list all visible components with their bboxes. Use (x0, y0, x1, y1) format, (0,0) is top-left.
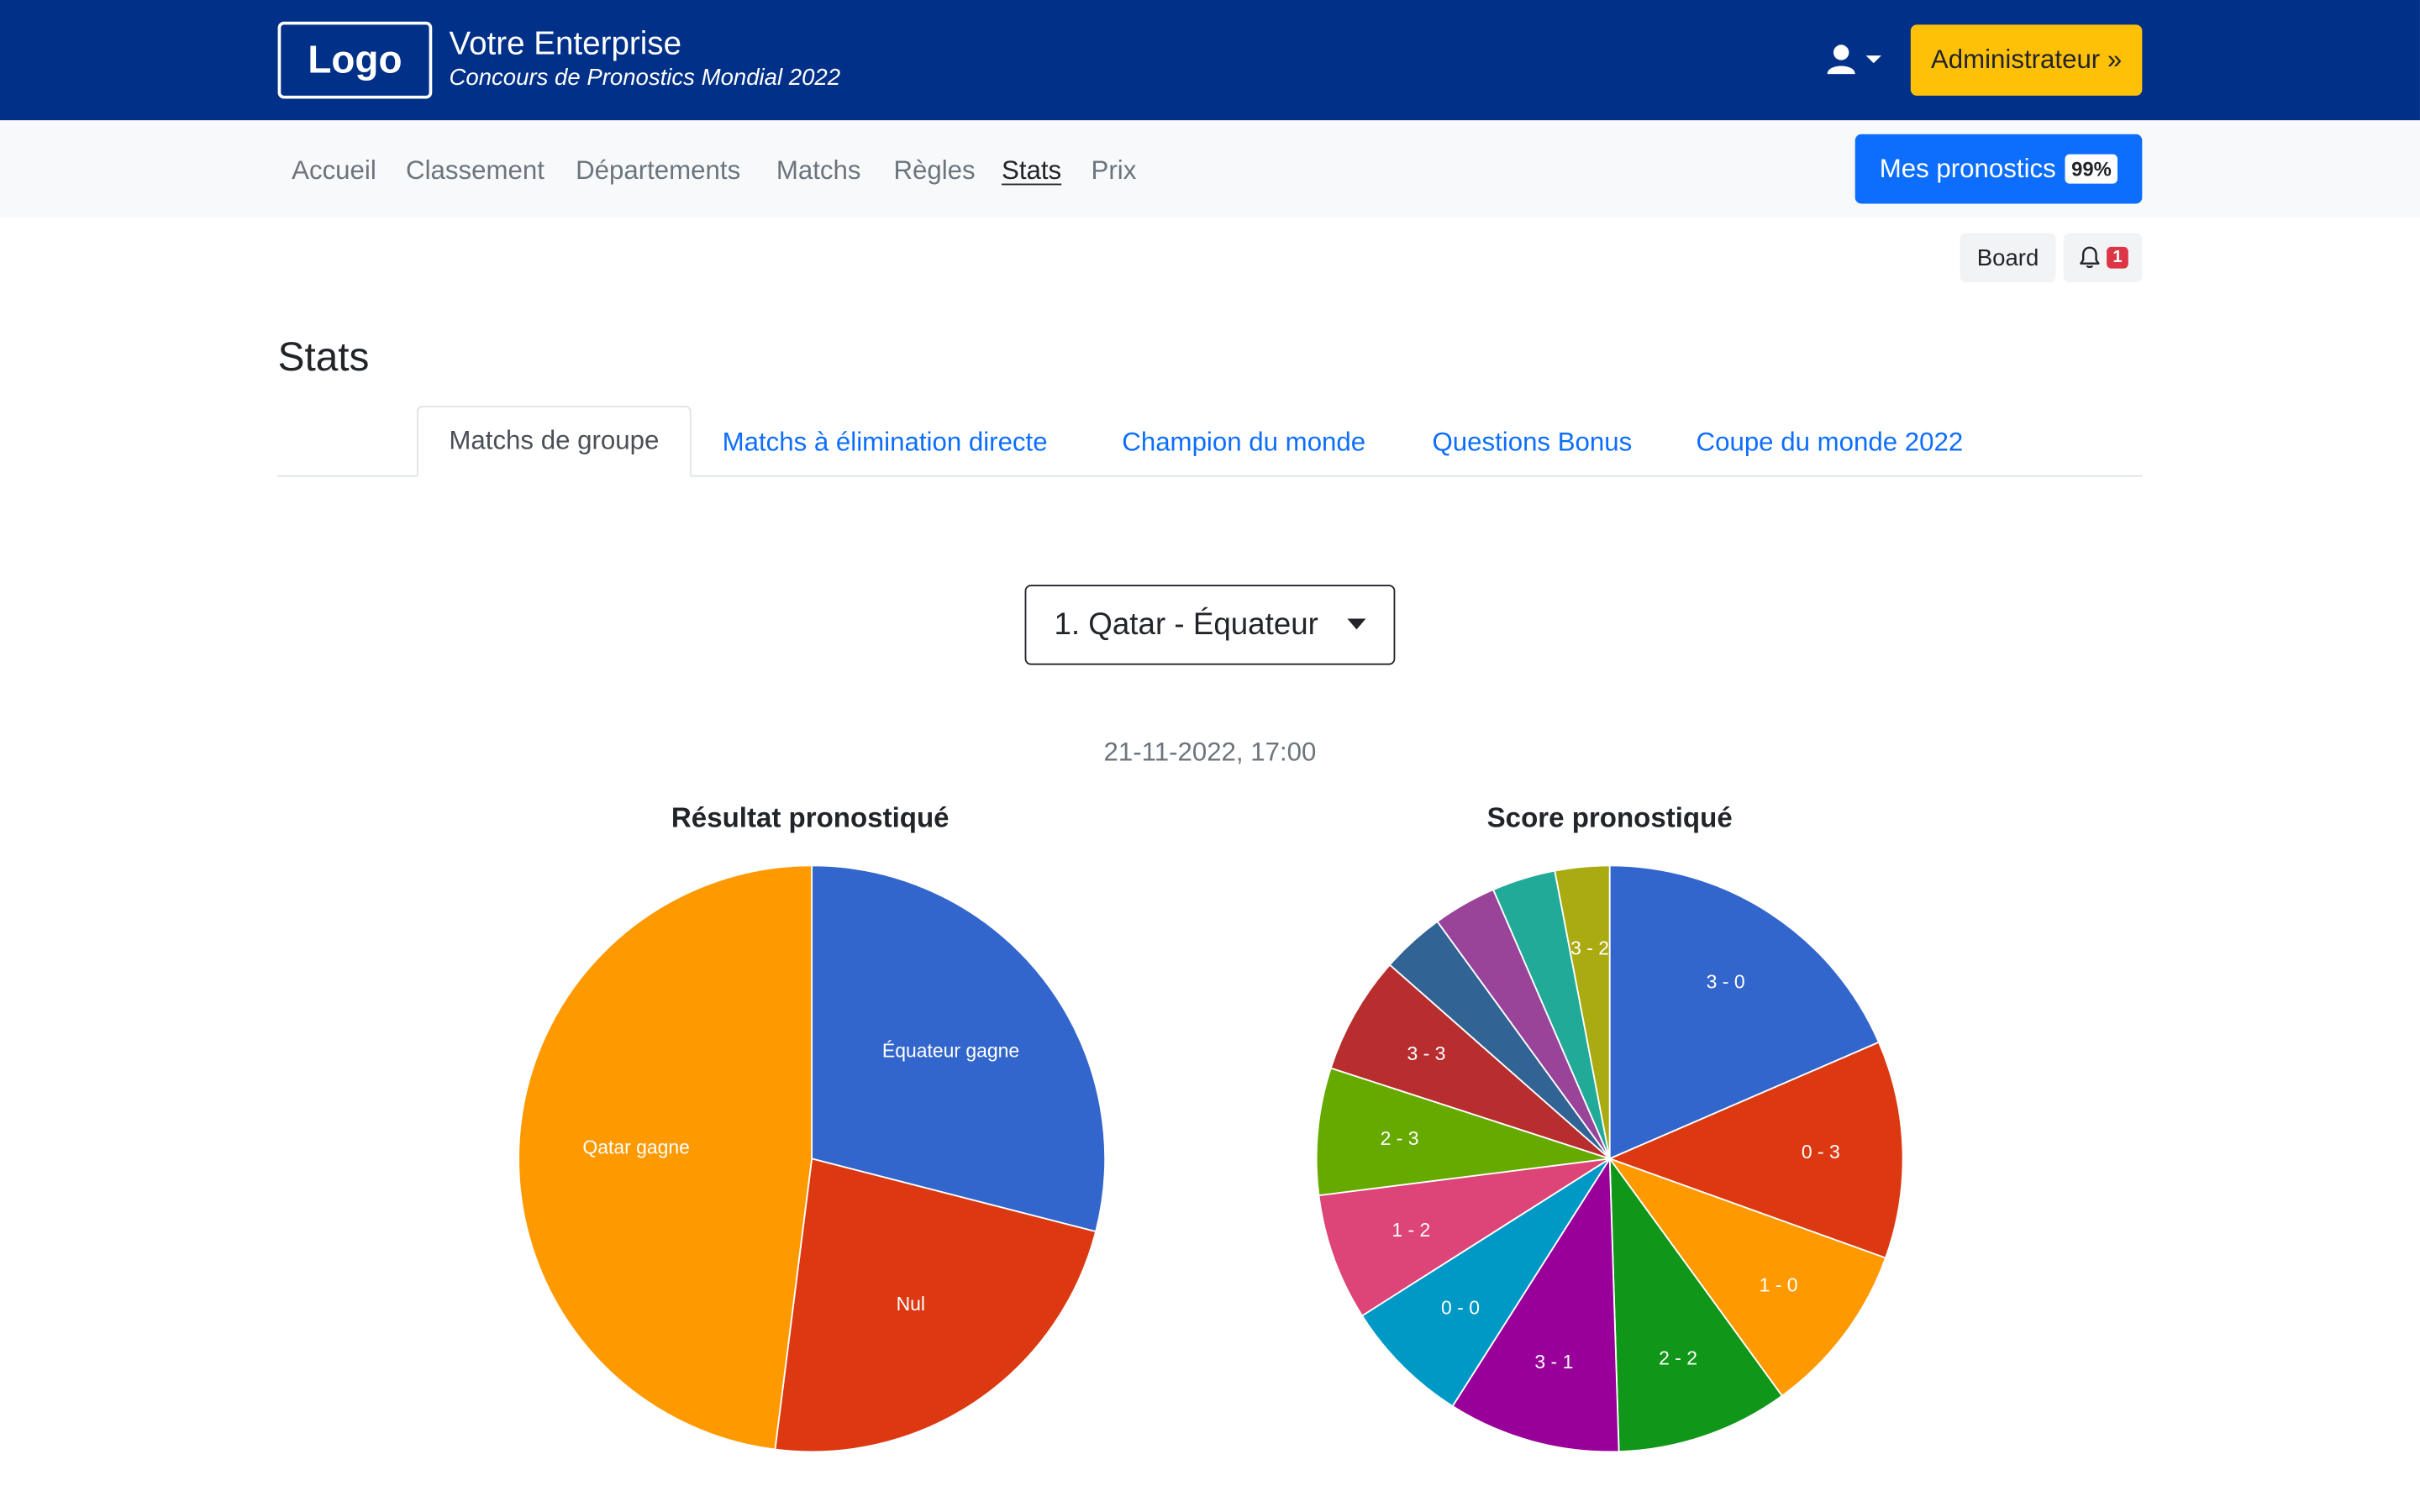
score-chart-title: Score pronostiqué (1486, 802, 1733, 833)
result-slice-label-0: Équateur gagne (882, 1039, 1019, 1061)
nav-regles[interactable]: Règles (893, 155, 976, 186)
bell-icon (2080, 246, 2100, 268)
tab-champion-du-monde[interactable]: Champion du monde (1122, 427, 1366, 457)
score-slice-12[interactable] (1554, 864, 1611, 1159)
result-slice-label-1: Nul (897, 1293, 925, 1315)
brand: Votre Enterprise Concours de Pronostics … (449, 26, 840, 94)
result-slice-0[interactable] (811, 864, 1106, 1233)
result-chart-title: Résultat pronostiqué (671, 802, 950, 833)
score-slice-0[interactable] (1608, 864, 1881, 1160)
tab-matchs-elimination-directe[interactable]: Matchs à élimination directe (722, 427, 1048, 457)
score-slice-label-2: 1 - 0 (1760, 1274, 1798, 1296)
nav-prix[interactable]: Prix (1091, 155, 1137, 186)
score-slice-label-6: 1 - 2 (1392, 1219, 1430, 1241)
score-slice-label-7: 2 - 3 (1381, 1127, 1419, 1149)
company-name: Votre Enterprise (449, 26, 682, 62)
my-predictions-button[interactable]: Mes pronostics 99% (1854, 134, 2143, 204)
score-slice-8[interactable] (1329, 963, 1611, 1160)
notifications-button[interactable]: 1 (2063, 233, 2143, 283)
chevron-down-icon (1865, 55, 1881, 64)
score-slice-3[interactable] (1608, 1156, 1784, 1453)
page-title: Stats (277, 333, 370, 380)
result-slice-label-2: Qatar gagne (582, 1137, 690, 1158)
board-button[interactable]: Board (1960, 233, 2056, 283)
score-slice-label-8: 3 - 3 (1407, 1042, 1445, 1064)
tab-coupe-du-monde-2022[interactable]: Coupe du monde 2022 (1696, 427, 1964, 457)
nav-accueil[interactable]: Accueil (292, 155, 376, 186)
score-slice-6[interactable] (1318, 1158, 1611, 1317)
score-slice-label-4: 3 - 1 (1534, 1351, 1573, 1373)
admin-button[interactable]: Administrateur » (1910, 24, 2143, 96)
user-icon (1827, 45, 1881, 75)
caret-down-icon (1347, 618, 1366, 630)
nav-stats[interactable]: Stats (1002, 155, 1062, 186)
logo[interactable]: Logo (277, 21, 433, 99)
nav-matchs[interactable]: Matchs (776, 155, 861, 186)
nav-departements[interactable]: Départements (576, 155, 741, 186)
score-slice-7[interactable] (1315, 1067, 1610, 1197)
tab-questions-bonus[interactable]: Questions Bonus (1432, 427, 1633, 457)
match-select-value: 1. Qatar - Équateur (1054, 606, 1318, 642)
result-slice-1[interactable] (774, 1158, 1097, 1453)
notification-count-badge: 1 (2106, 246, 2128, 269)
contest-subtitle: Concours de Pronostics Mondial 2022 (449, 65, 841, 92)
tab-matchs-de-groupe[interactable]: Matchs de groupe (416, 406, 692, 477)
result-slice-2[interactable] (518, 864, 813, 1451)
score-slice-label-0: 3 - 0 (1707, 971, 1745, 993)
score-slice-label-3: 2 - 2 (1659, 1347, 1697, 1368)
match-datetime: 21-11-2022, 17:00 (1103, 737, 1317, 767)
completion-badge: 99% (2065, 154, 2118, 184)
score-slice-2[interactable] (1607, 1157, 1887, 1397)
score-slice-4[interactable] (1451, 1156, 1620, 1453)
score-slice-5[interactable] (1360, 1158, 1611, 1408)
score-slice-label-12: 3 - 2 (1570, 937, 1609, 959)
score-slice-label-5: 0 - 0 (1441, 1296, 1480, 1318)
my-predictions-label: Mes pronostics (1879, 153, 2056, 183)
score-slice-label-1: 0 - 3 (1802, 1141, 1840, 1163)
tabs-divider (277, 475, 2143, 477)
nav-classement[interactable]: Classement (406, 155, 544, 186)
score-slice-1[interactable] (1607, 1041, 1904, 1259)
user-menu-toggle[interactable] (1826, 43, 1887, 76)
match-select[interactable]: 1. Qatar - Équateur (1024, 585, 1396, 665)
